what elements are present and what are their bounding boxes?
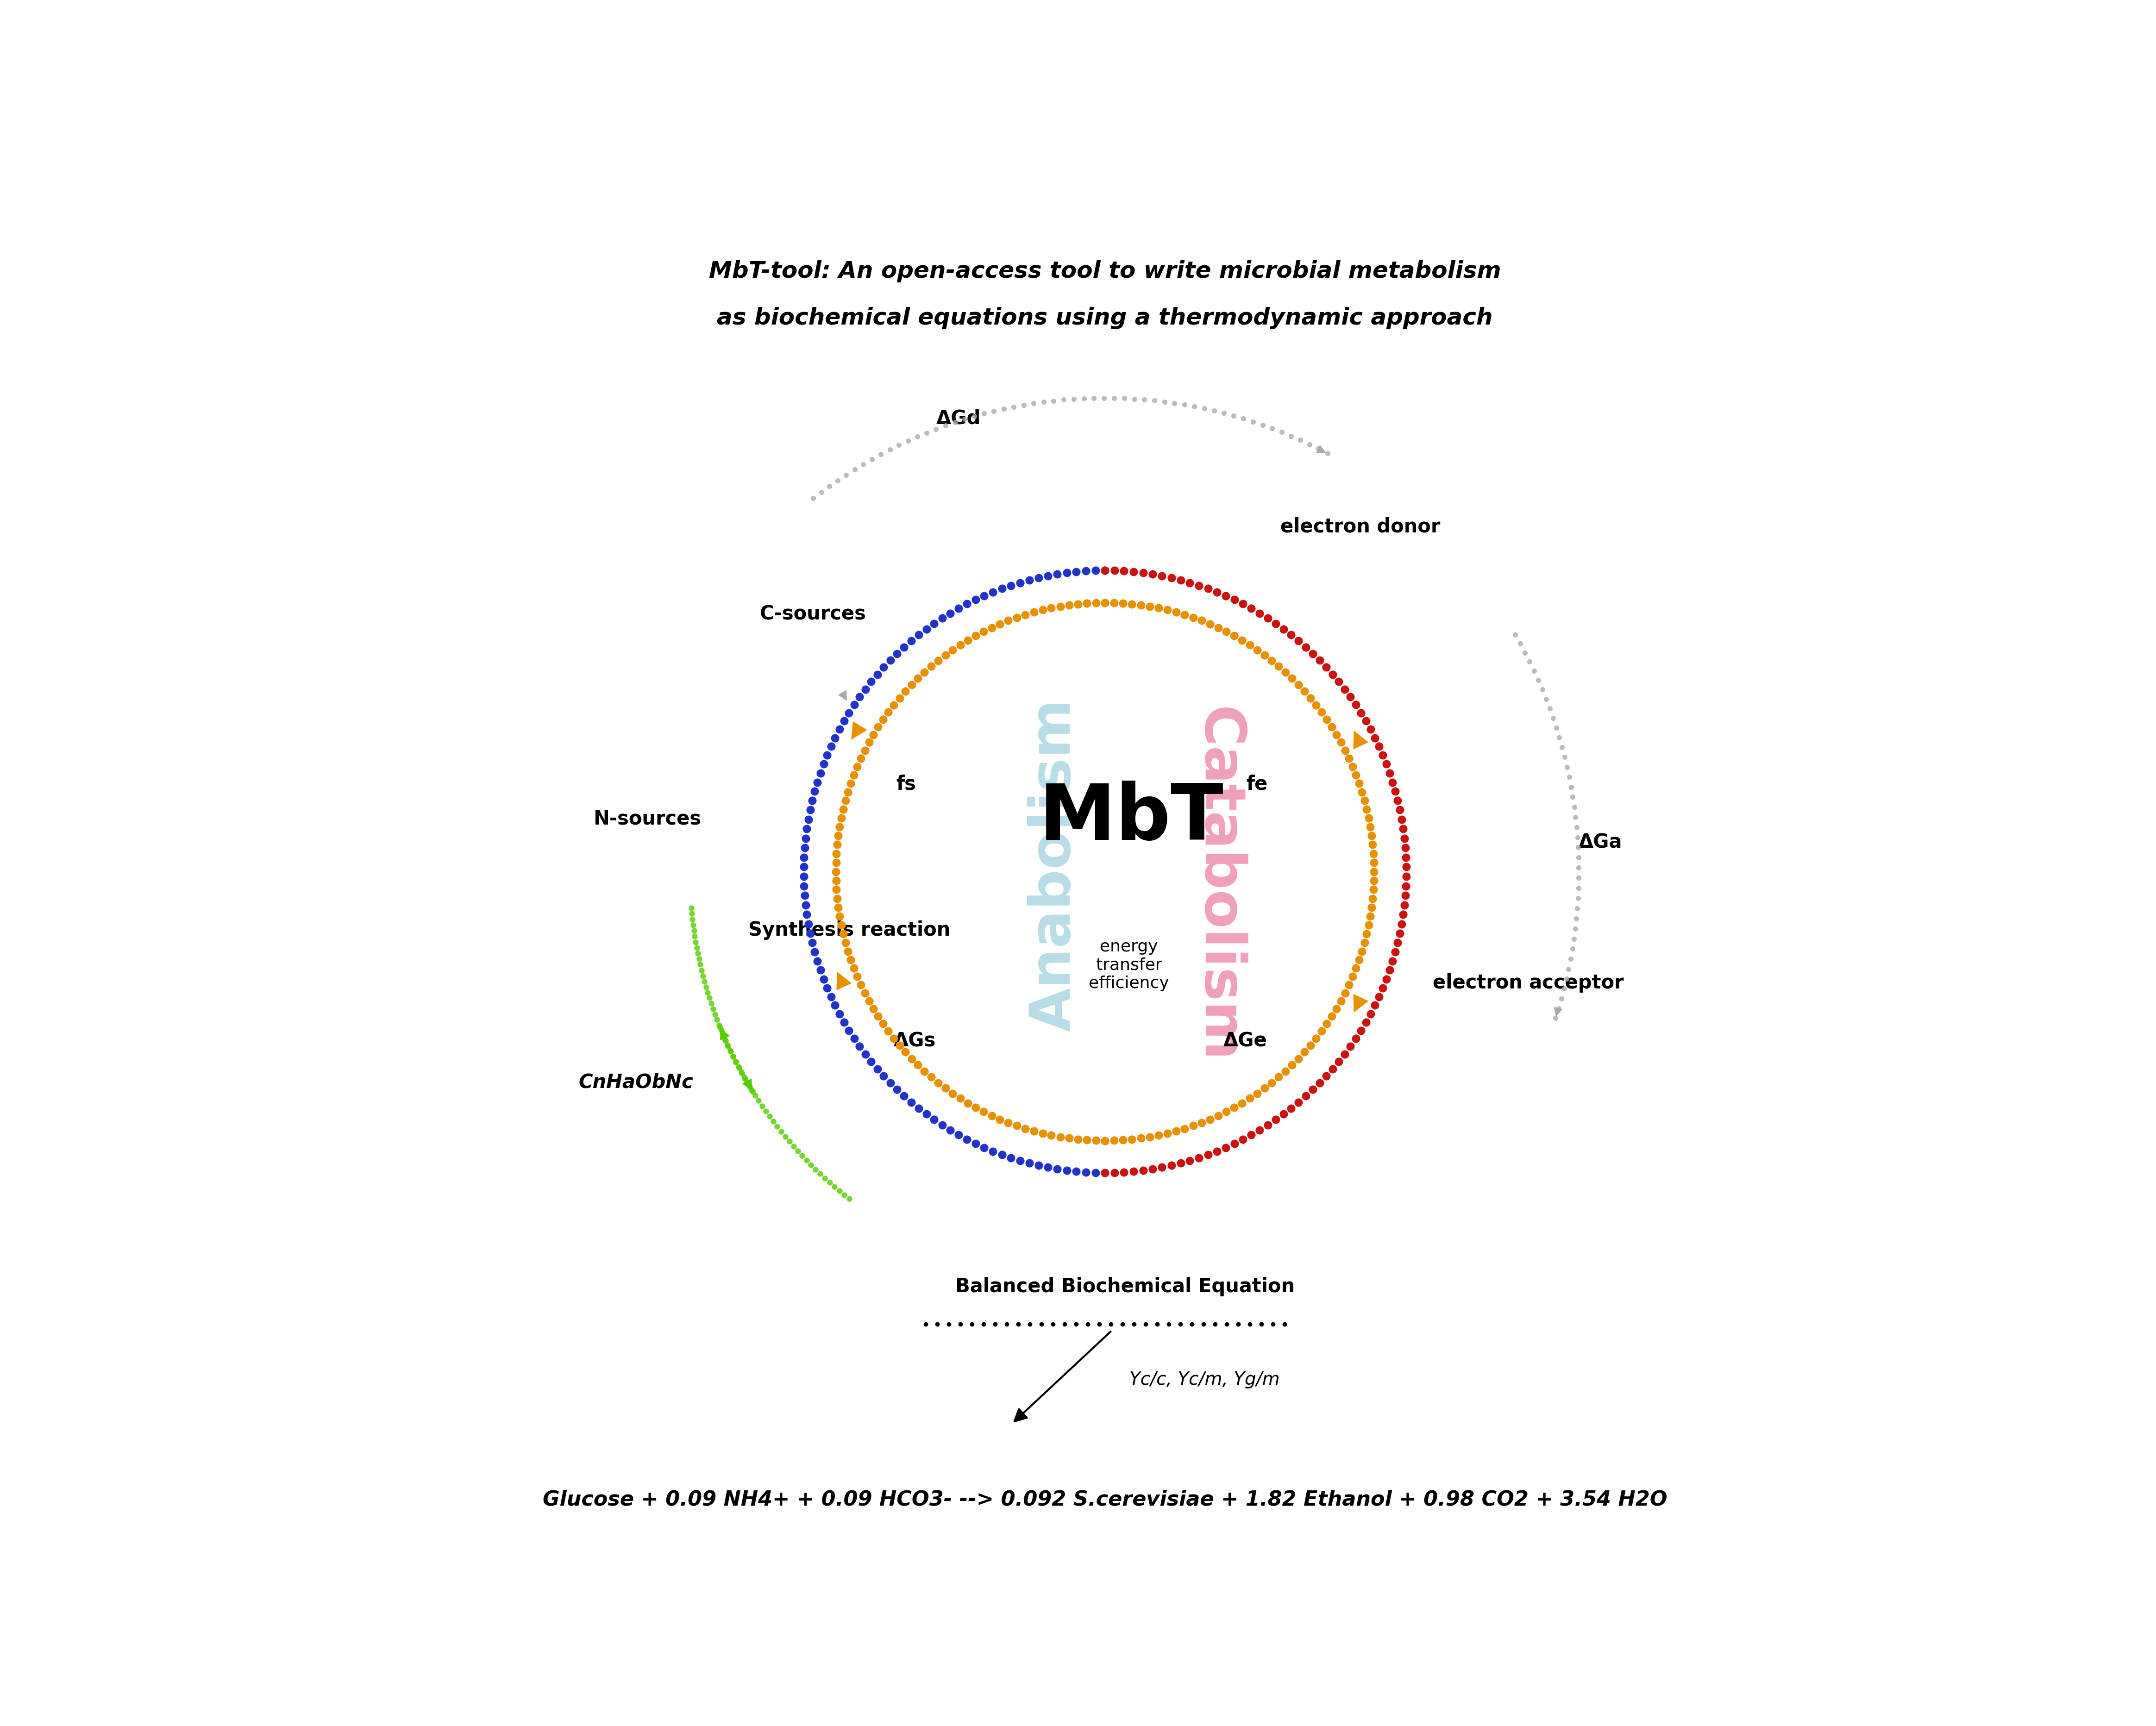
Text: CnHaObNc: CnHaObNc: [578, 1072, 694, 1093]
Text: ΔGe: ΔGe: [1222, 1032, 1268, 1051]
Text: ΔGa: ΔGa: [1578, 832, 1623, 853]
Text: MbT-tool: An open-access tool to write microbial metabolism: MbT-tool: An open-access tool to write m…: [709, 261, 1501, 283]
Text: fe: fe: [1246, 775, 1268, 794]
Text: electron acceptor: electron acceptor: [1432, 973, 1623, 992]
Text: ΔGs: ΔGs: [895, 1032, 936, 1051]
Text: Catabolism: Catabolism: [1190, 708, 1244, 1063]
Text: Anabolism: Anabolism: [1028, 699, 1082, 1032]
Text: MbT: MbT: [1039, 780, 1225, 856]
Text: energy
transfer
efficiency: energy transfer efficiency: [1089, 939, 1169, 991]
Text: as biochemical equations using a thermodynamic approach: as biochemical equations using a thermod…: [718, 307, 1492, 330]
Text: C-sources: C-sources: [759, 604, 867, 625]
Text: Synthesis reaction: Synthesis reaction: [748, 920, 951, 941]
Text: Glucose + 0.09 NH4+ + 0.09 HCO3- --> 0.092 S.cerevisiae + 1.82 Ethanol + 0.98 CO: Glucose + 0.09 NH4+ + 0.09 HCO3- --> 0.0…: [543, 1490, 1667, 1510]
Text: electron donor: electron donor: [1281, 516, 1440, 537]
Text: N-sources: N-sources: [593, 809, 701, 828]
Text: ΔGd: ΔGd: [936, 409, 981, 428]
Text: Balanced Biochemical Equation: Balanced Biochemical Equation: [955, 1277, 1294, 1296]
Text: fs: fs: [897, 775, 916, 794]
Text: Yc/c, Yc/m, Yg/m: Yc/c, Yc/m, Yg/m: [1130, 1370, 1281, 1389]
